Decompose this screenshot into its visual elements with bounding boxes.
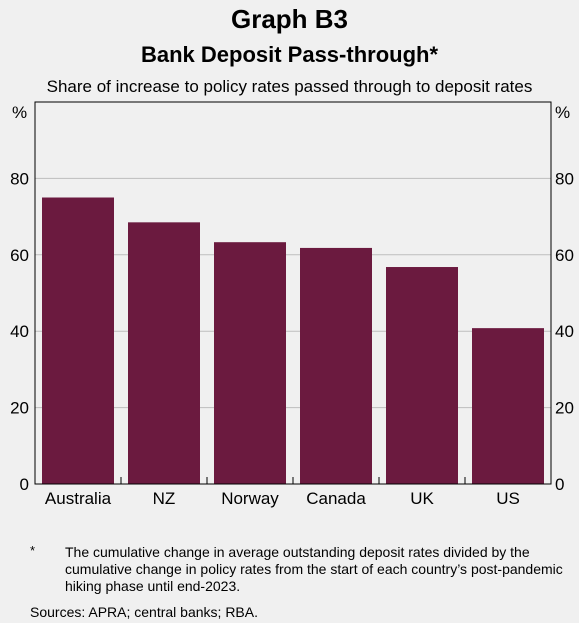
x-tick-label: Norway	[221, 489, 279, 508]
bar-us	[472, 328, 544, 484]
y-tick-label-right: 80	[555, 169, 574, 188]
bar-uk	[386, 267, 458, 484]
x-tick-label: UK	[410, 489, 434, 508]
graph-label: Graph B3	[230, 4, 349, 34]
bar-australia	[42, 197, 114, 484]
bar-canada	[300, 247, 372, 484]
y-tick-label-right: 0	[555, 475, 564, 494]
footnote-marker: *	[30, 543, 36, 558]
chart-subtitle: Share of increase to policy rates passed…	[46, 77, 533, 96]
chart-title: Bank Deposit Pass-through*	[140, 42, 439, 67]
x-tick-labels: Australia NZ Norway Canada UK US	[45, 489, 520, 508]
x-tick-label: Canada	[306, 489, 366, 508]
y-unit-left: %	[12, 103, 27, 122]
y-unit-right: %	[555, 103, 570, 122]
footnote-text: The cumulative change in average outstan…	[65, 544, 563, 594]
y-tick-labels: 0 0 20 20 40 40 60 60 80 80	[10, 169, 574, 494]
y-tick-label-right: 20	[555, 399, 574, 418]
y-tick-label-right: 40	[555, 322, 574, 341]
x-ticks	[120, 477, 466, 484]
x-tick-label: Australia	[45, 489, 112, 508]
x-tick-label: NZ	[153, 489, 176, 508]
sources-note: Sources: APRA; central banks; RBA.	[30, 604, 258, 620]
y-tick-label-left: 40	[10, 322, 29, 341]
y-tick-label-left: 60	[10, 246, 29, 265]
bar-nz	[128, 222, 200, 484]
y-tick-label-left: 20	[10, 399, 29, 418]
y-tick-label-left: 80	[10, 169, 29, 188]
gridlines	[35, 177, 551, 409]
bar-norway	[214, 242, 286, 484]
y-tick-label-left: 0	[20, 475, 29, 494]
x-tick-label: US	[496, 489, 520, 508]
y-tick-label-right: 60	[555, 246, 574, 265]
bars	[42, 197, 544, 484]
